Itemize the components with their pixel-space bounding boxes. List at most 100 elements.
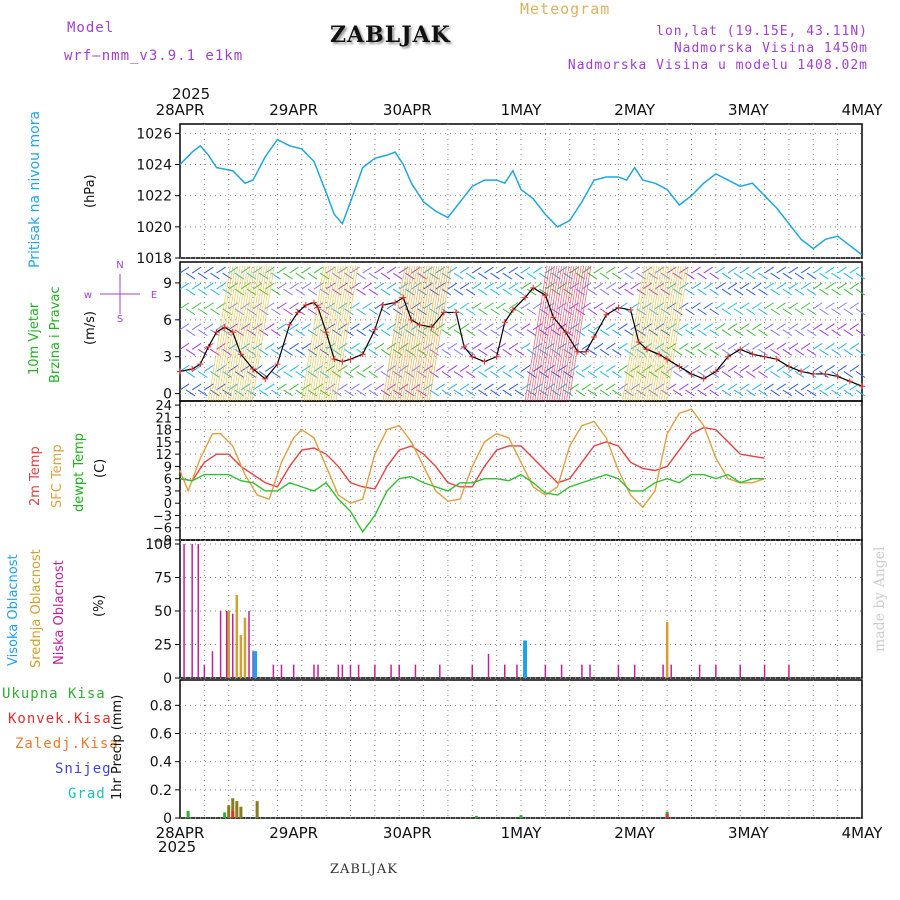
wind-barb <box>654 282 665 290</box>
wind-barb <box>685 288 695 296</box>
wind-barb <box>746 371 756 378</box>
wind-barb <box>307 308 318 316</box>
wind-barb <box>691 282 701 290</box>
wind-gust-mark <box>453 309 460 316</box>
wind-barb <box>478 329 488 337</box>
precip-total-bar <box>186 810 190 818</box>
wind-barb <box>715 302 726 310</box>
wind-barb <box>855 288 866 296</box>
wind-gust-mark <box>562 329 569 336</box>
wind-barb <box>228 342 238 350</box>
wind-barb <box>447 365 458 372</box>
wind-barb <box>264 282 275 290</box>
wind-barb <box>520 302 531 310</box>
wind-barb <box>685 348 695 356</box>
wind-barb <box>709 272 720 280</box>
wind-barb <box>709 329 720 337</box>
wind-barb <box>581 282 592 290</box>
wind-barb <box>612 371 622 378</box>
wind-barb <box>204 365 214 372</box>
wind-barb <box>593 383 604 391</box>
wind-barb <box>277 282 287 290</box>
wind-barb <box>703 342 713 350</box>
wind-hatch <box>251 265 275 402</box>
wind-hatch <box>306 265 330 402</box>
wind-barb <box>356 389 366 397</box>
wind-barb <box>520 282 531 290</box>
wind-barb <box>520 323 531 331</box>
y-tick-label: 1024 <box>136 158 172 174</box>
wind-barb <box>447 282 458 290</box>
wind-barb <box>630 266 640 274</box>
cloud-low-bar <box>349 664 352 678</box>
wind-gust-mark <box>400 294 407 301</box>
wind-barb <box>484 383 494 391</box>
wind-barb <box>331 389 342 397</box>
wind-barb <box>441 308 452 316</box>
wind-gust-mark <box>542 292 549 299</box>
wind-barb <box>733 288 744 296</box>
wind-barb <box>508 323 519 331</box>
wind-barb <box>496 383 506 391</box>
wind-gust-mark <box>302 302 309 309</box>
wind-barb <box>459 383 470 391</box>
wind-barb <box>752 323 762 331</box>
hail-label: Grad <box>68 786 106 802</box>
wind-barb <box>599 329 610 337</box>
wind-hatch <box>402 265 425 402</box>
wind-gust-mark <box>615 304 622 311</box>
wind-barb <box>715 266 726 274</box>
wind-barb <box>776 266 787 274</box>
wind-barb <box>508 383 519 391</box>
wind-hatch <box>382 265 406 402</box>
wind-hatch <box>541 265 565 402</box>
wind-barb <box>733 371 744 378</box>
wind-barb <box>691 302 701 310</box>
wind-gust-mark <box>205 343 212 350</box>
wind-barb <box>654 266 665 274</box>
wind-gust-mark <box>359 351 366 358</box>
wind-barb <box>441 288 452 296</box>
wind-barb <box>204 302 214 310</box>
wind-barb <box>581 266 592 274</box>
wind-barb <box>727 323 738 331</box>
wind-barb <box>496 266 506 274</box>
wind-barb <box>271 308 281 316</box>
wind-barb <box>465 288 476 296</box>
wind-barb <box>599 389 610 397</box>
wind-gust-mark <box>189 366 196 373</box>
wind-barb <box>764 323 774 331</box>
wind-hatch <box>646 265 670 402</box>
wind-barb <box>392 272 403 280</box>
wind-barb <box>630 282 640 290</box>
precip-total-bar <box>231 798 235 818</box>
wind-barb <box>788 282 799 290</box>
wind-hatch <box>556 265 580 402</box>
wind-barb <box>386 302 397 310</box>
wind-barb <box>526 329 537 337</box>
wind-hatch <box>644 265 667 402</box>
wind-barb <box>587 389 598 397</box>
wind-barb <box>447 302 458 310</box>
wind-barb <box>435 365 446 372</box>
wind-gust-mark <box>761 353 768 360</box>
wind-barb <box>386 365 397 372</box>
wind-barb <box>581 383 592 391</box>
wind-barb <box>770 389 780 397</box>
wind-barb <box>526 308 537 316</box>
wind-hatch <box>629 265 653 402</box>
cloud-mid-bar <box>243 617 247 678</box>
wind-gust-mark <box>656 351 663 358</box>
wind-hatch <box>404 265 428 402</box>
wind-barb <box>819 389 829 397</box>
station-title: ZABLJAK <box>330 22 451 48</box>
y-tick-label: −6 <box>153 522 172 537</box>
wind-barb <box>739 342 750 350</box>
wind-barb <box>739 266 750 274</box>
wind-hatch <box>239 265 263 402</box>
wind-barb <box>210 348 220 356</box>
wind-barb <box>447 342 458 350</box>
wind-barb <box>271 348 281 356</box>
wind-gust-mark <box>371 326 378 333</box>
